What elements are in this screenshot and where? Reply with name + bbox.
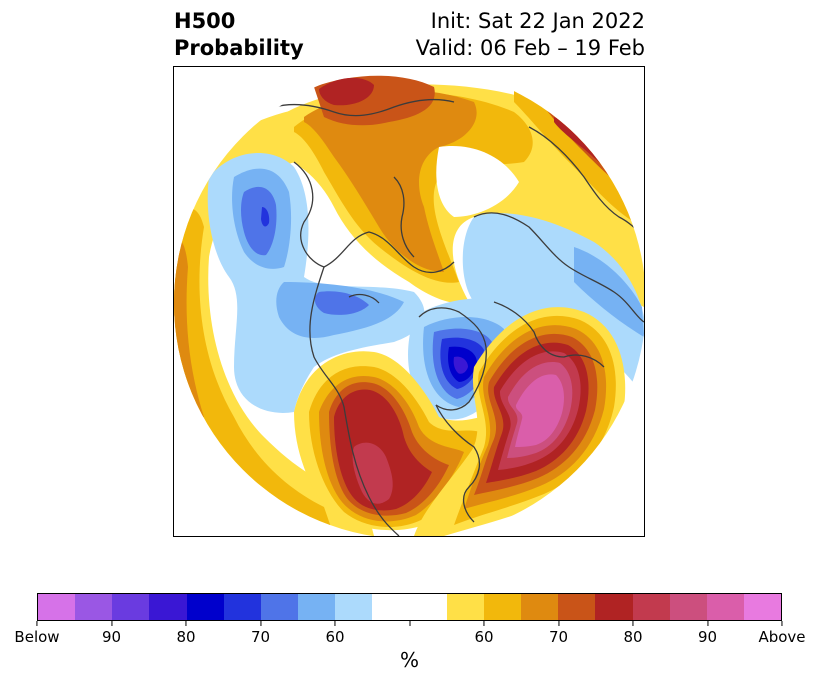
- colorbar-swatch-1: [75, 594, 113, 620]
- colorbar-swatch-2: [112, 594, 150, 620]
- colorbar-swatch-13: [521, 594, 559, 620]
- colorbar-swatch-4: [186, 594, 224, 620]
- colorbar-swatch-7: [298, 594, 336, 620]
- colorbar-tick-label: Above: [758, 628, 806, 646]
- colorbar-tick-mark: [185, 621, 187, 626]
- colorbar-tick-4: 60: [325, 621, 345, 646]
- colorbar-tick-mark: [781, 621, 783, 626]
- colorbar-tick-mark: [409, 621, 410, 626]
- chart-title-left: H500 Probability: [174, 8, 304, 62]
- below-65-eurasia: [574, 247, 644, 337]
- colorbar-tick-mark: [707, 621, 708, 626]
- neutral-polar-region: [436, 146, 519, 217]
- colorbar-tick-1: 90: [102, 621, 121, 646]
- colorbar-swatch-14: [558, 594, 596, 620]
- colorbar-tick-mark: [558, 621, 559, 626]
- colorbar-tick-2: 80: [176, 621, 196, 646]
- colorbar-tick-label: 70: [250, 628, 271, 646]
- polar-map-svg: [174, 67, 644, 536]
- colorbar-swatch-17: [669, 594, 707, 620]
- colorbar-tick-3: 70: [251, 621, 270, 646]
- above-75-north: [319, 77, 374, 106]
- colorbar-tick-label: Below: [14, 628, 60, 646]
- colorbar-tick-label: 70: [548, 628, 569, 646]
- colorbar-tick-mark: [632, 621, 634, 626]
- colorbar-swatch-19: [743, 594, 782, 620]
- colorbar: [37, 593, 782, 621]
- colorbar-tick-label: 80: [623, 628, 643, 646]
- colorbar-swatch-6: [260, 594, 299, 620]
- colorbar-swatch-12: [483, 594, 522, 620]
- colorbar-tick-6: 60: [474, 621, 494, 646]
- colorbar-swatch-15: [595, 594, 633, 620]
- colorbar-swatch-10: [409, 594, 447, 620]
- colorbar-swatch-11: [446, 594, 484, 620]
- colorbar-swatch-5: [223, 594, 261, 620]
- probability-map: [173, 66, 645, 537]
- colorbar-tick-mark: [483, 621, 485, 626]
- colorbar-swatch-8: [335, 594, 373, 620]
- init-date: Init: Sat 22 Jan 2022: [430, 9, 645, 33]
- colorbar-tick-label: 60: [325, 628, 345, 646]
- coastlines: [273, 98, 644, 536]
- colorbar-units-label: %: [399, 648, 419, 672]
- colorbar-tick-label: 60: [474, 628, 494, 646]
- below-60-eurasia: [462, 213, 644, 397]
- colorbar-tick-label: 90: [101, 628, 122, 646]
- colorbar-swatch-9: [372, 594, 410, 620]
- colorbar-tick-mark: [334, 621, 336, 626]
- colorbar-tick-7: 70: [549, 621, 568, 646]
- colorbar-tick-mark: [36, 621, 38, 626]
- colorbar-tick-10: Above: [758, 621, 806, 646]
- above-90-atlantic: [515, 374, 564, 447]
- colorbar-ticks: Below 90 80 70 60 60 70 80 90 Above: [14, 621, 806, 651]
- colorbar-tick-mark: [260, 621, 261, 626]
- colorbar-swatch-18: [706, 594, 744, 620]
- colorbar-tick-label: 80: [176, 628, 196, 646]
- colorbar-tick-8: 80: [623, 621, 643, 646]
- below-75-pacific: [261, 207, 270, 227]
- title-variable: H500: [174, 9, 236, 33]
- below-85-hudson: [453, 356, 468, 374]
- colorbar-tick-label: 90: [697, 628, 718, 646]
- colorbar-swatch-0: [38, 594, 76, 620]
- above-60-northeast: [514, 87, 644, 227]
- above-65-north: [304, 90, 477, 272]
- valid-range: Valid: 06 Feb – 19 Feb: [415, 36, 645, 60]
- below-70-alaska: [314, 291, 369, 315]
- colorbar-swatch-3: [149, 594, 187, 620]
- colorbar-tick-5: [409, 621, 410, 628]
- chart-title-right: Init: Sat 22 Jan 2022 Valid: 06 Feb – 19…: [416, 8, 645, 62]
- above-80-north-america: [352, 442, 393, 504]
- colorbar-swatch-16: [632, 594, 670, 620]
- colorbar-tick-0: Below: [14, 621, 60, 646]
- colorbar-tick-9: 90: [698, 621, 717, 646]
- title-quantity: Probability: [174, 36, 304, 60]
- below-70-pacific: [241, 186, 277, 256]
- colorbar-tick-mark: [111, 621, 112, 626]
